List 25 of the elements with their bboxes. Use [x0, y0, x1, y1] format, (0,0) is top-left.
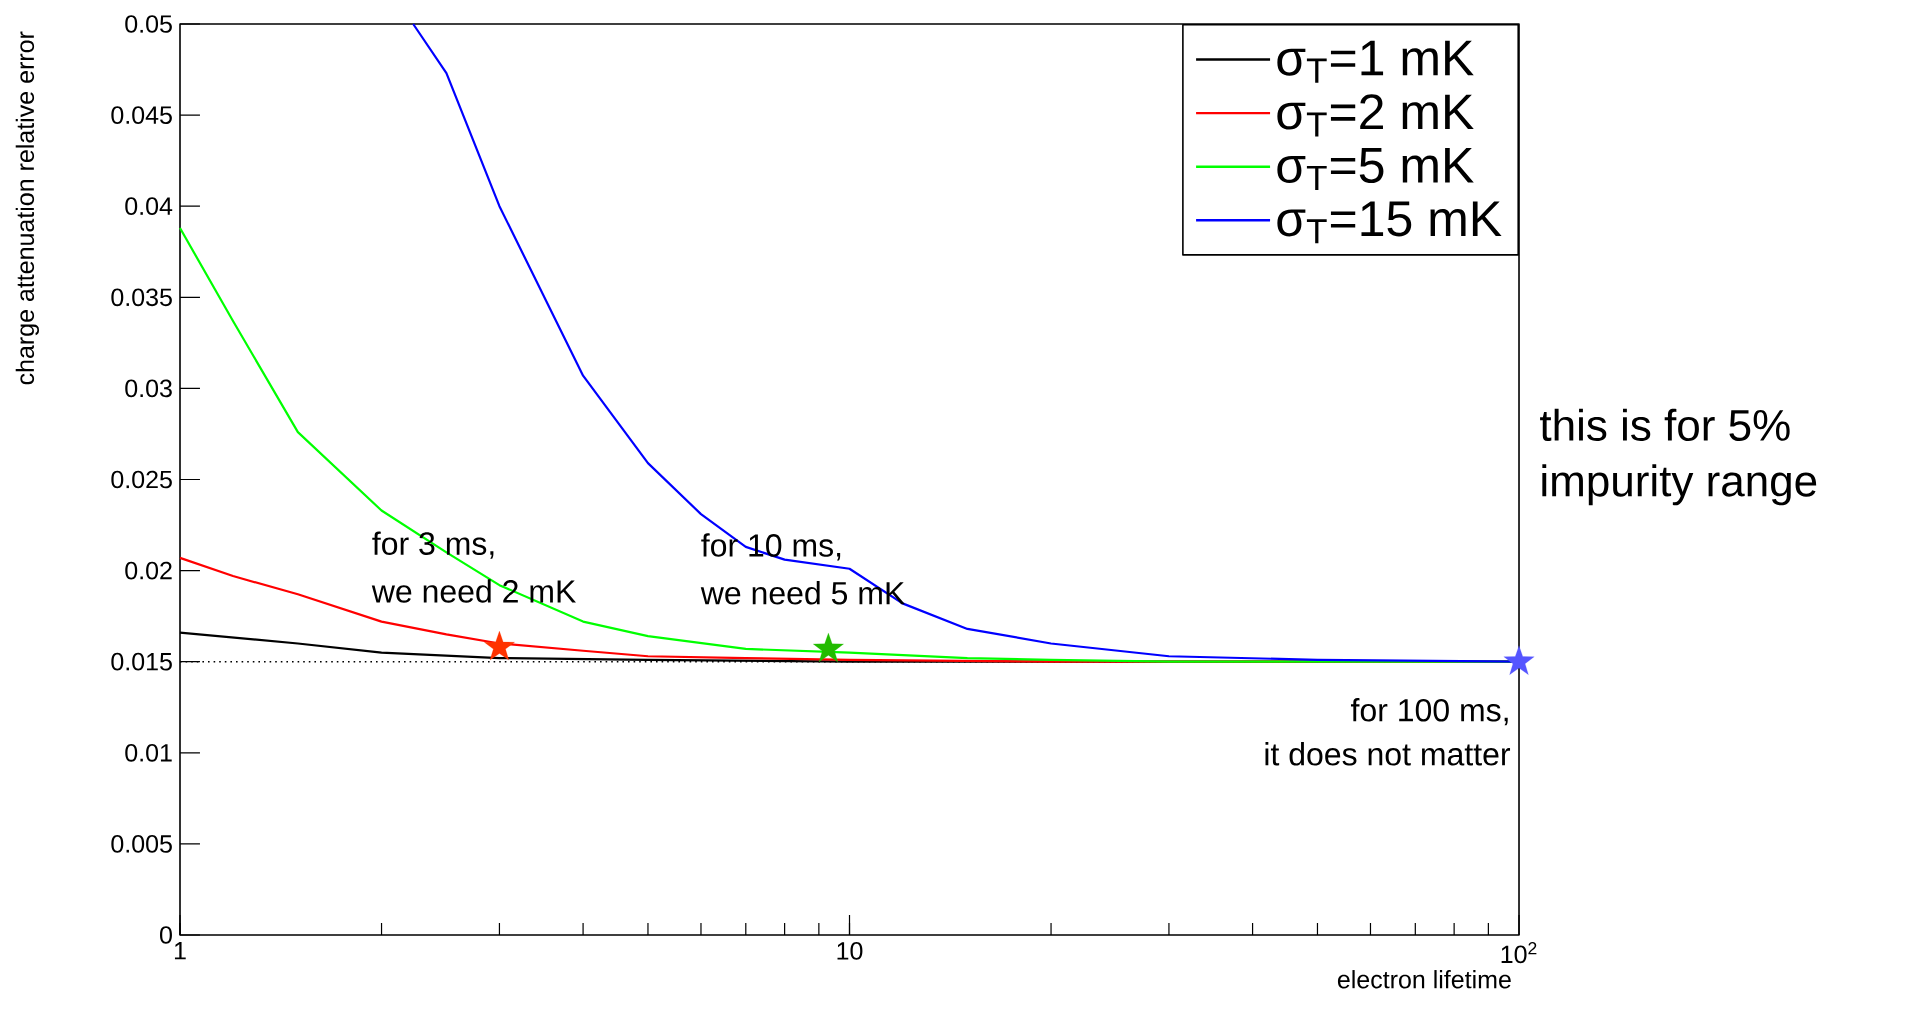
legend-label: σ$_{T}$=2 mK [1277, 94, 1474, 137]
y-tick-label: 0.005 [111, 835, 172, 853]
legend-label: σ$_{T}$=15 mK [1277, 201, 1502, 244]
y-tick-label: 0.05 [125, 15, 172, 33]
y-tick-label: 0.015 [111, 652, 172, 671]
y-axis-title: charge attenuation relative error [15, 31, 40, 385]
annotation: for 10 ms, [701, 533, 841, 561]
y-tick-label: 0.03 [125, 379, 172, 398]
legend-label: σ$_{T}$=5 mK [1277, 148, 1474, 190]
y-tick-label: 0 [160, 926, 172, 944]
annotation: it does not matter [1265, 742, 1511, 766]
x-axis-title: electron lifetime [1337, 970, 1511, 989]
text: this is for 5% [1540, 408, 1790, 441]
y-tick-label: 0.025 [111, 470, 172, 489]
y-tick-label: 0.04 [125, 197, 173, 216]
y-tick-label: 0.035 [111, 288, 172, 307]
x-tick-label: 10$^{2}$ [1501, 942, 1537, 964]
legend-label: σ$_{T}$=1 mK [1277, 40, 1474, 83]
y-tick-label: 0.02 [125, 561, 172, 580]
text: impurity range [1542, 464, 1817, 506]
annotation: for 100 ms, [1350, 698, 1508, 726]
y-tick-label: 0.01 [125, 743, 172, 762]
y-tick-label: 0.045 [111, 106, 172, 124]
x-tick-label: 10 [837, 942, 863, 960]
x-tick-label: 1 [174, 942, 186, 960]
